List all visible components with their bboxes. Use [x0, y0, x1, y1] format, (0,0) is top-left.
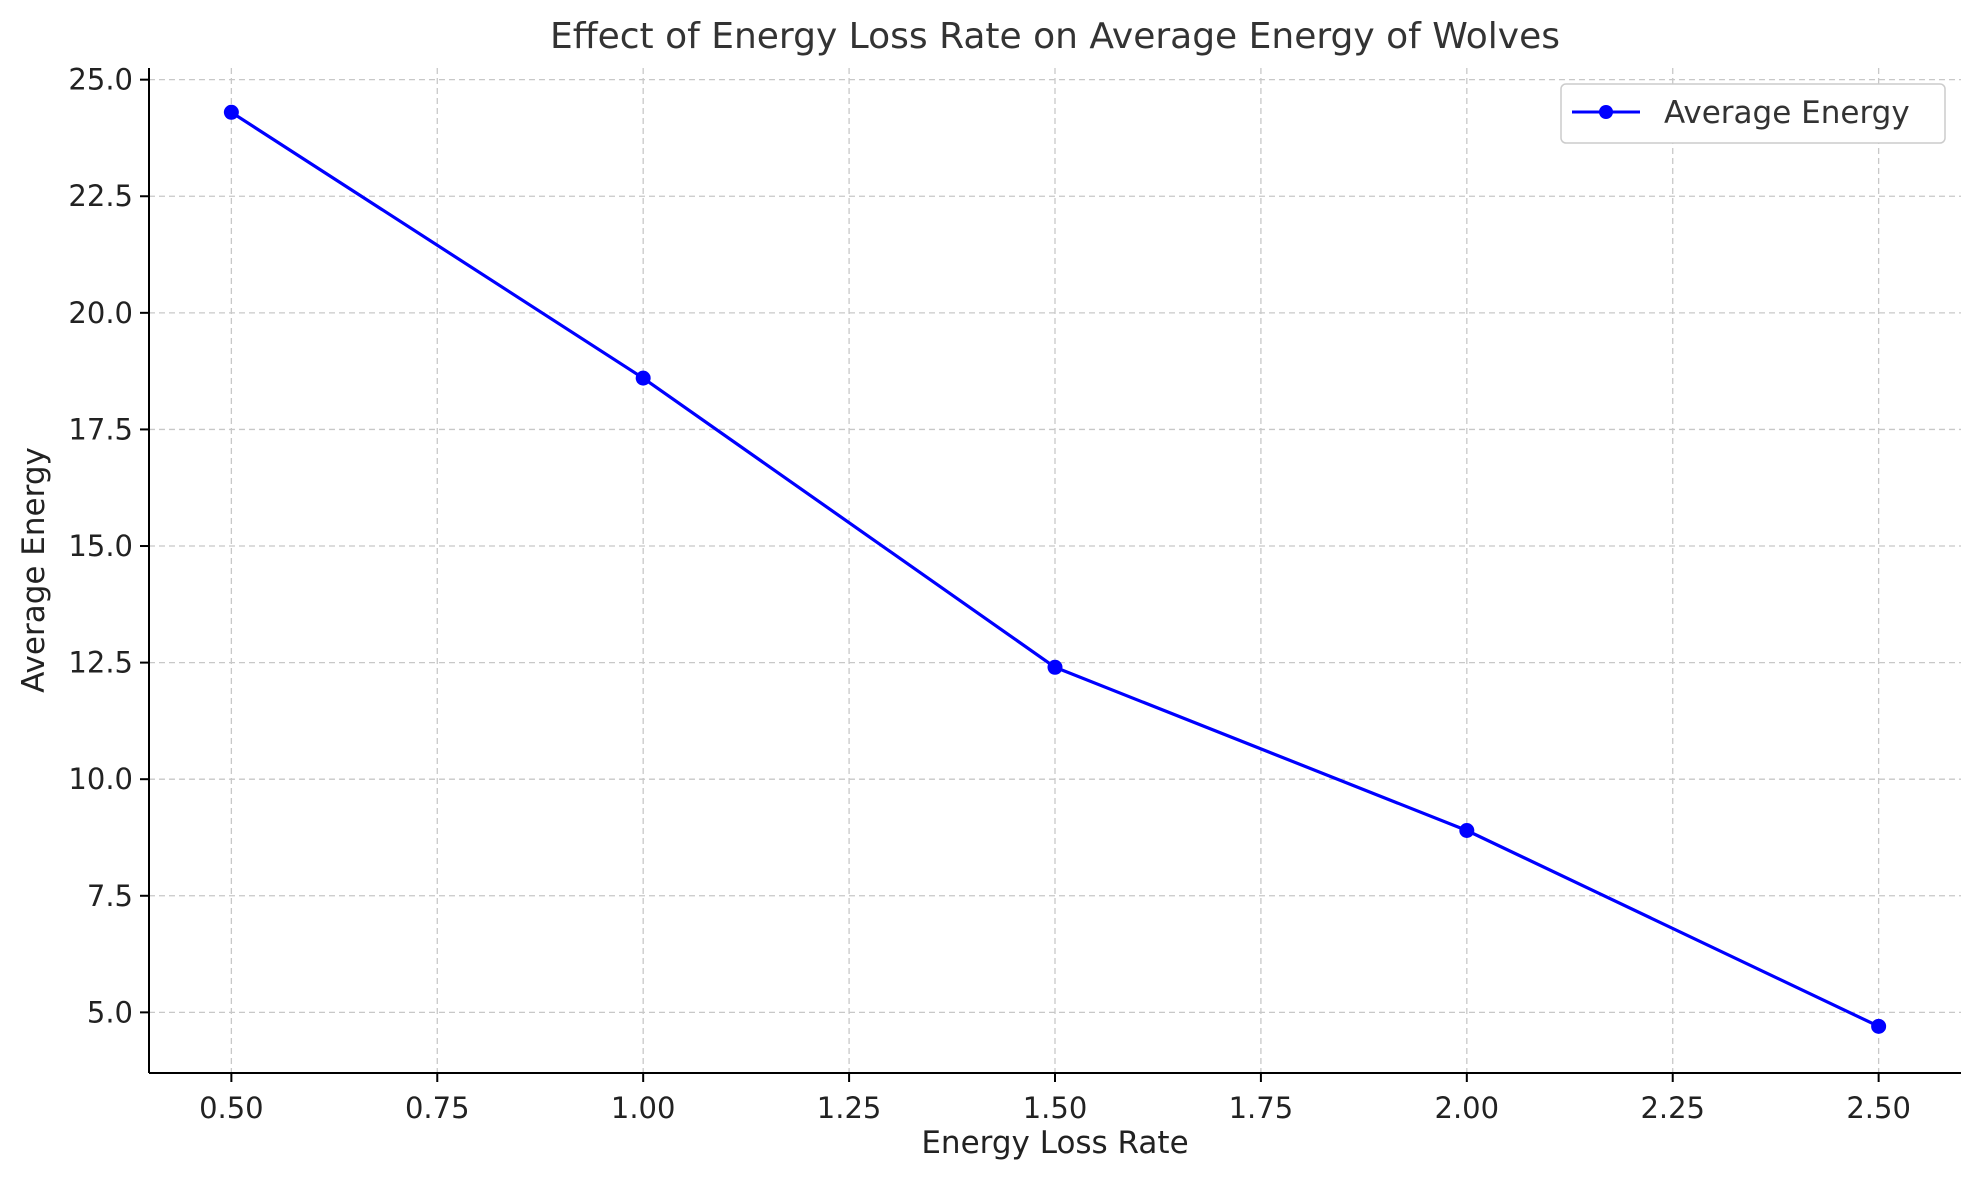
x-tick-label: 1.50 — [1023, 1091, 1088, 1125]
y-tick-label: 5.0 — [87, 995, 133, 1029]
legend-box — [1560, 83, 1946, 144]
x-tick-label: 2.00 — [1435, 1091, 1500, 1125]
grid-lines — [149, 68, 1961, 1073]
data-point — [1459, 822, 1475, 838]
y-tick-label: 20.0 — [68, 296, 133, 330]
x-tick-label: 1.75 — [1229, 1091, 1294, 1125]
legend-entry-average-energy: Average Energy — [1664, 95, 1910, 131]
y-tick-label: 22.5 — [68, 179, 133, 213]
legend: Average Energy — [1560, 83, 1946, 144]
x-tick-label: 0.50 — [199, 1091, 264, 1125]
y-tick-label: 7.5 — [87, 879, 133, 913]
y-axis-label: Average Energy — [16, 447, 52, 693]
x-tick-label: 2.50 — [1846, 1091, 1911, 1125]
tick-labels: 0.50 0.75 1.00 1.25 1.50 1.75 2.00 2.25 2.50 5.0 7… — [68, 63, 1911, 1125]
x-axis-label: Energy Loss Rate — [921, 1125, 1188, 1161]
x-tick-label: 0.75 — [405, 1091, 470, 1125]
data-point — [635, 370, 651, 386]
data-point — [1047, 659, 1063, 675]
y-tick-label: 17.5 — [68, 412, 133, 446]
x-tick-label: 1.00 — [611, 1091, 676, 1125]
x-tick-label: 1.25 — [817, 1091, 882, 1125]
x-tick-label: 2.25 — [1640, 1091, 1705, 1125]
legend-point-marker — [1599, 105, 1613, 119]
axes — [140, 68, 1961, 1082]
chart-title: Effect of Energy Loss Rate on Average En… — [550, 16, 1560, 57]
y-tick-label: 15.0 — [68, 529, 133, 563]
y-tick-label: 10.0 — [68, 762, 133, 796]
y-tick-label: 25.0 — [68, 63, 133, 97]
data-series — [223, 104, 1887, 1034]
data-point — [223, 104, 239, 120]
data-point — [1871, 1018, 1887, 1034]
y-tick-label: 12.5 — [68, 646, 133, 680]
